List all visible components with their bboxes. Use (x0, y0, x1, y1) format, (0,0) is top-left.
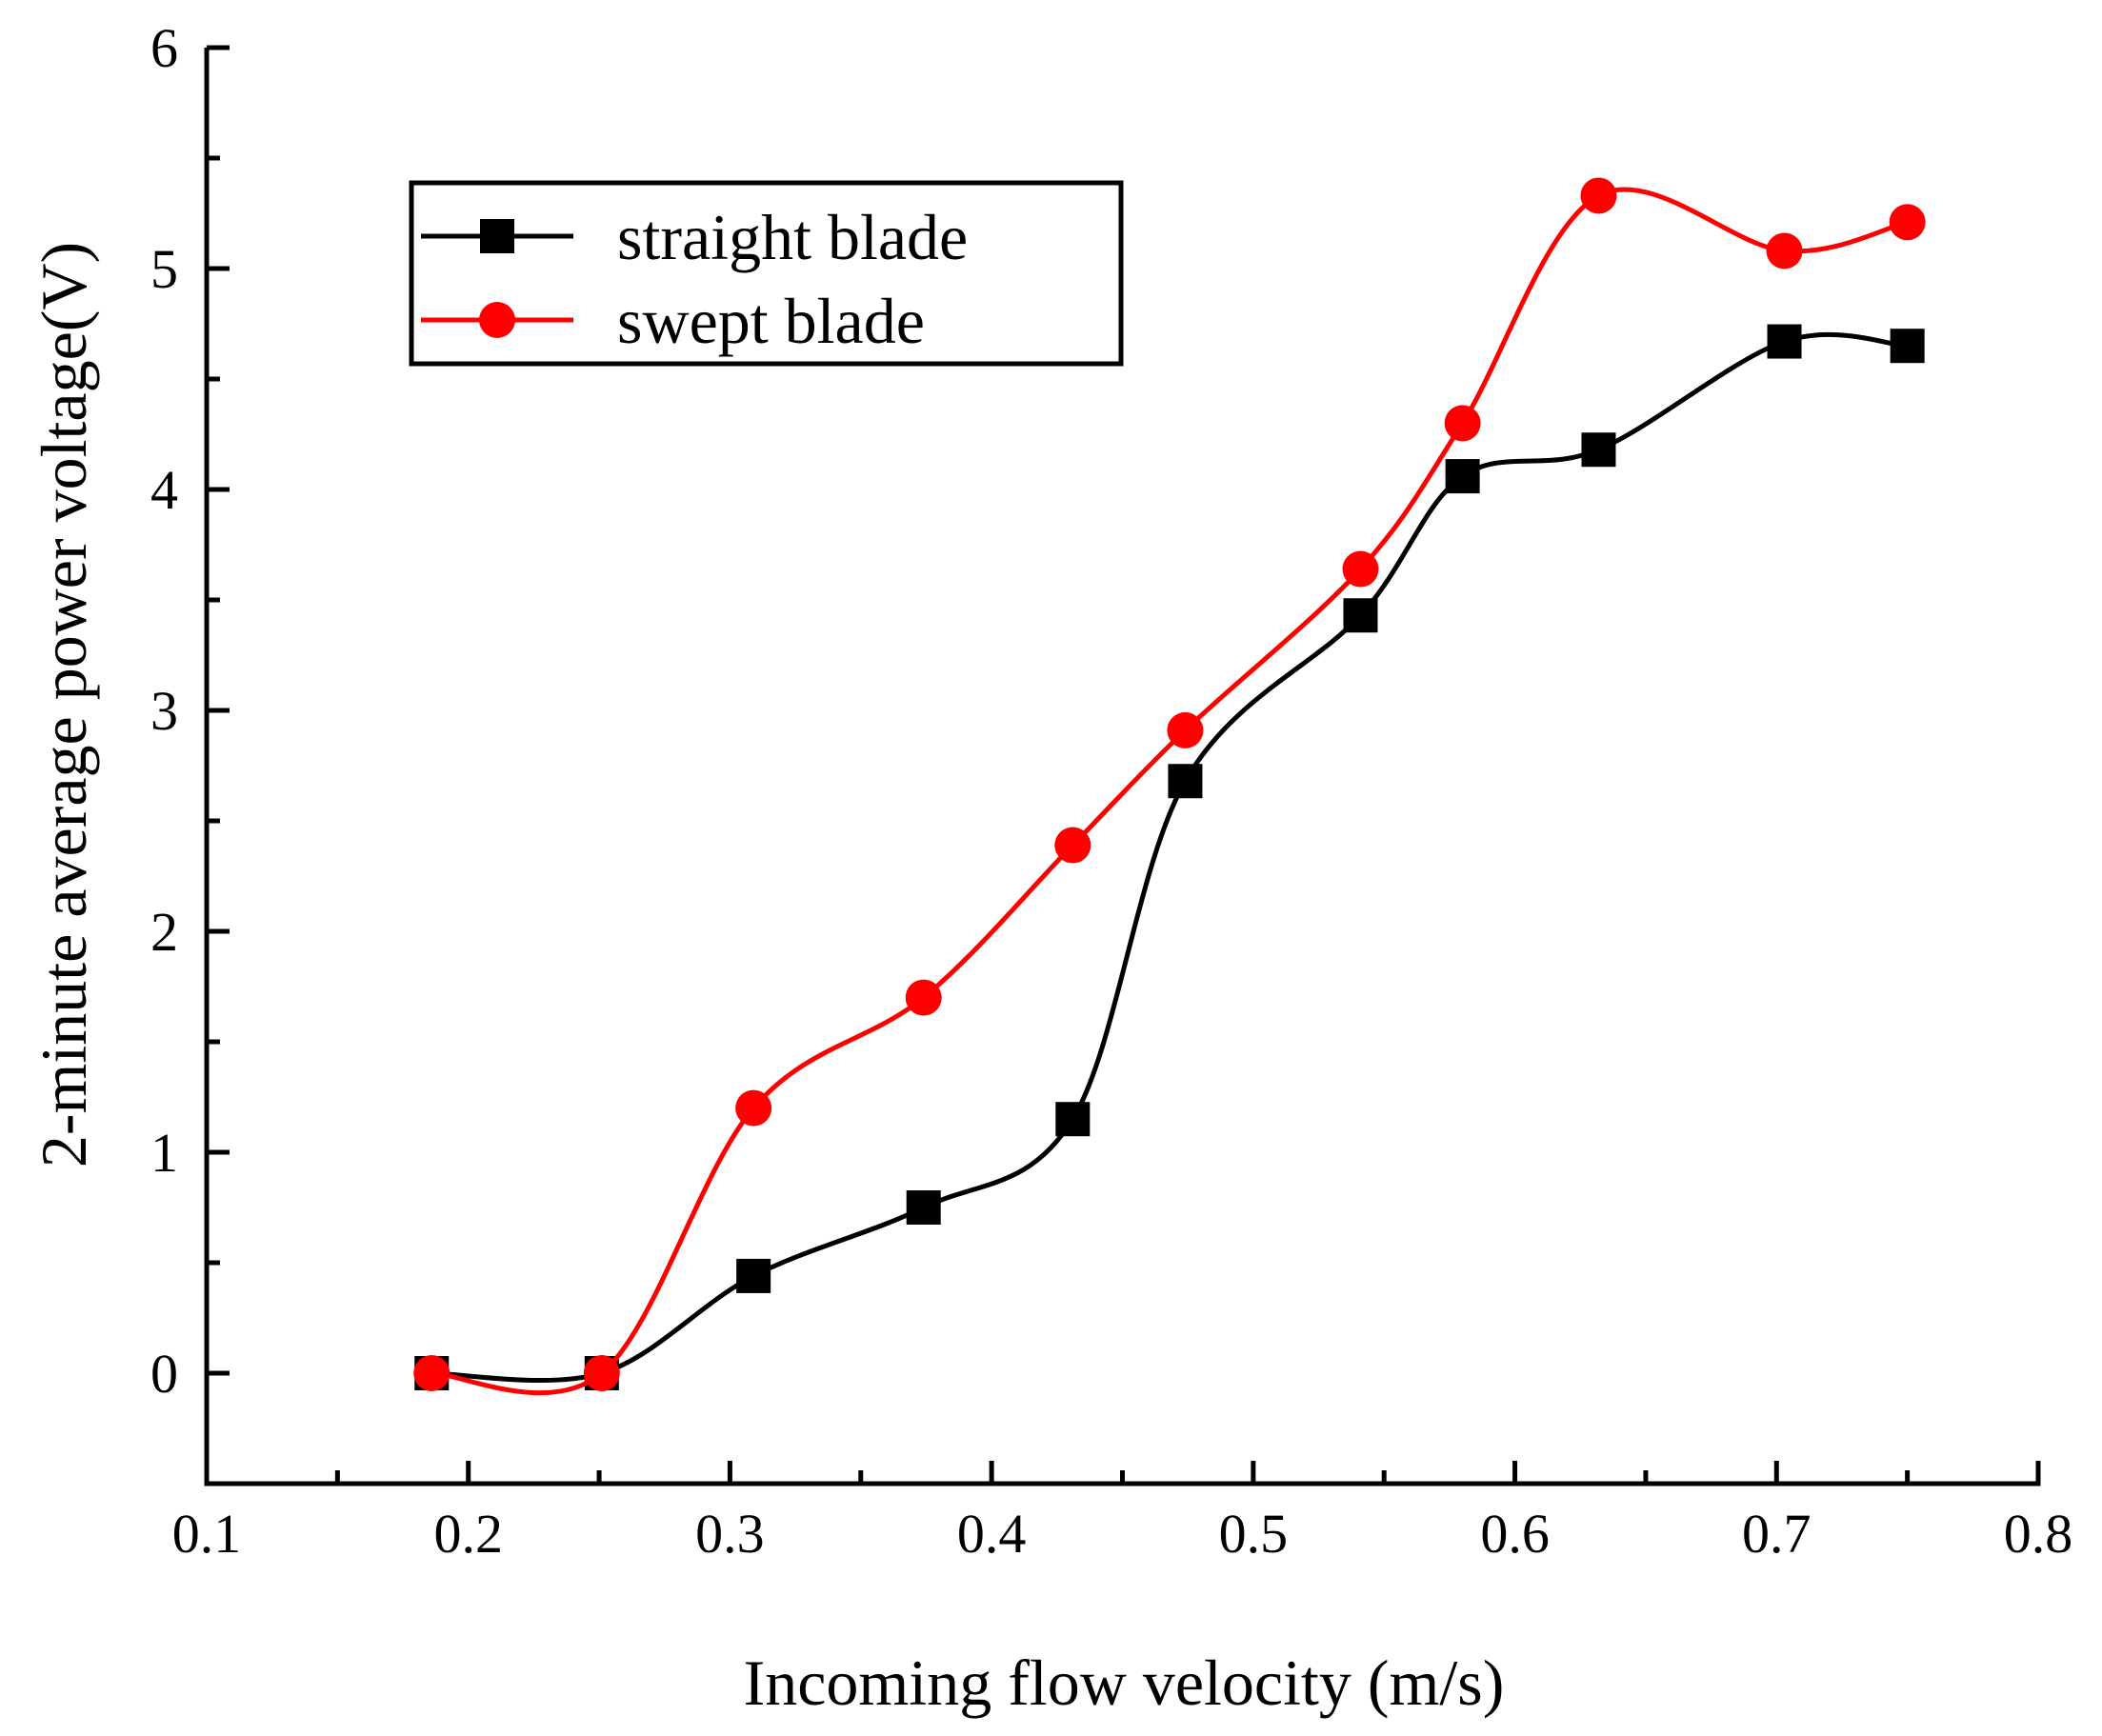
x-axis-title: Incoming flow velocity (m/s) (744, 1646, 1505, 1719)
data-point-swept-blade (413, 1355, 450, 1391)
data-point-swept-blade (1167, 711, 1204, 748)
x-tick-label: 0.6 (1480, 1503, 1550, 1565)
legend-marker-straight-blade (480, 219, 514, 253)
x-tick-label: 0.8 (2004, 1503, 2073, 1565)
data-point-swept-blade (1342, 550, 1379, 588)
series-straight-blade (414, 324, 1925, 1390)
x-tick-label: 0.3 (695, 1503, 765, 1565)
data-point-straight-blade (1890, 329, 1925, 364)
data-point-swept-blade (1766, 232, 1803, 269)
series-swept-blade (413, 177, 1926, 1396)
y-tick-label: 6 (150, 17, 178, 79)
x-tick-label: 0.5 (1219, 1503, 1289, 1565)
data-point-straight-blade (736, 1258, 771, 1293)
data-point-swept-blade (1444, 405, 1481, 442)
data-point-swept-blade (905, 979, 942, 1016)
data-point-swept-blade (735, 1089, 772, 1127)
y-axis-title: 2-minute average power voltage(V) (28, 242, 100, 1167)
data-point-swept-blade (1889, 204, 1926, 241)
y-tick-label: 1 (150, 1122, 178, 1184)
legend-label-swept-blade: swept blade (617, 285, 925, 357)
data-point-straight-blade (1168, 764, 1203, 799)
series-line-straight-blade (431, 332, 1908, 1384)
data-point-swept-blade (1054, 827, 1091, 864)
data-point-straight-blade (1055, 1102, 1091, 1137)
legend-label-straight-blade: straight blade (617, 201, 968, 273)
x-tick-label: 0.7 (1742, 1503, 1812, 1565)
data-point-swept-blade (583, 1355, 620, 1391)
data-point-straight-blade (1767, 324, 1802, 359)
data-point-straight-blade (1445, 459, 1480, 494)
y-tick-label: 4 (150, 459, 178, 521)
data-point-straight-blade (1343, 598, 1378, 633)
legend-box (409, 180, 1124, 367)
data-point-straight-blade (906, 1190, 941, 1225)
y-tick-label: 0 (150, 1343, 178, 1405)
legend-marker-swept-blade (479, 302, 515, 338)
x-tick-label: 0.1 (172, 1503, 242, 1565)
y-tick-label: 2 (150, 901, 178, 963)
x-tick-label: 0.2 (433, 1503, 503, 1565)
x-tick-label: 0.4 (957, 1503, 1027, 1565)
data-point-swept-blade (1580, 177, 1617, 214)
plot-area: 0.1 0.2 0.3 0.4 0.5 0.6 0.7 0.8 0 1 2 3 4 5 6 (150, 17, 2072, 1565)
data-point-straight-blade (1581, 432, 1616, 468)
y-tick-label: 5 (150, 238, 178, 300)
legend: straight blade swept blade (409, 180, 1124, 367)
y-tick-label: 3 (150, 680, 178, 742)
